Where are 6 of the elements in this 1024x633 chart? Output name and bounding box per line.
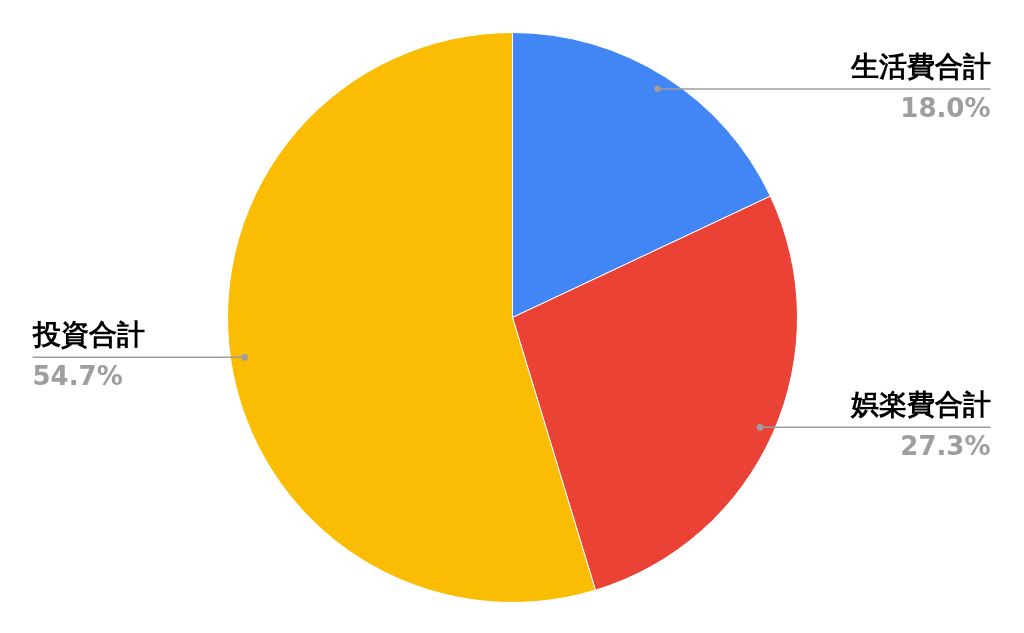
data-label: 54.7% (32, 361, 123, 392)
data-label: 18.0% (900, 92, 991, 123)
slice-label: 娯楽費合計 (849, 388, 991, 422)
slice-label: 生活費合計 (849, 49, 991, 83)
data-label: 27.3% (900, 431, 991, 462)
slice-label: 投資合計 (31, 318, 145, 352)
